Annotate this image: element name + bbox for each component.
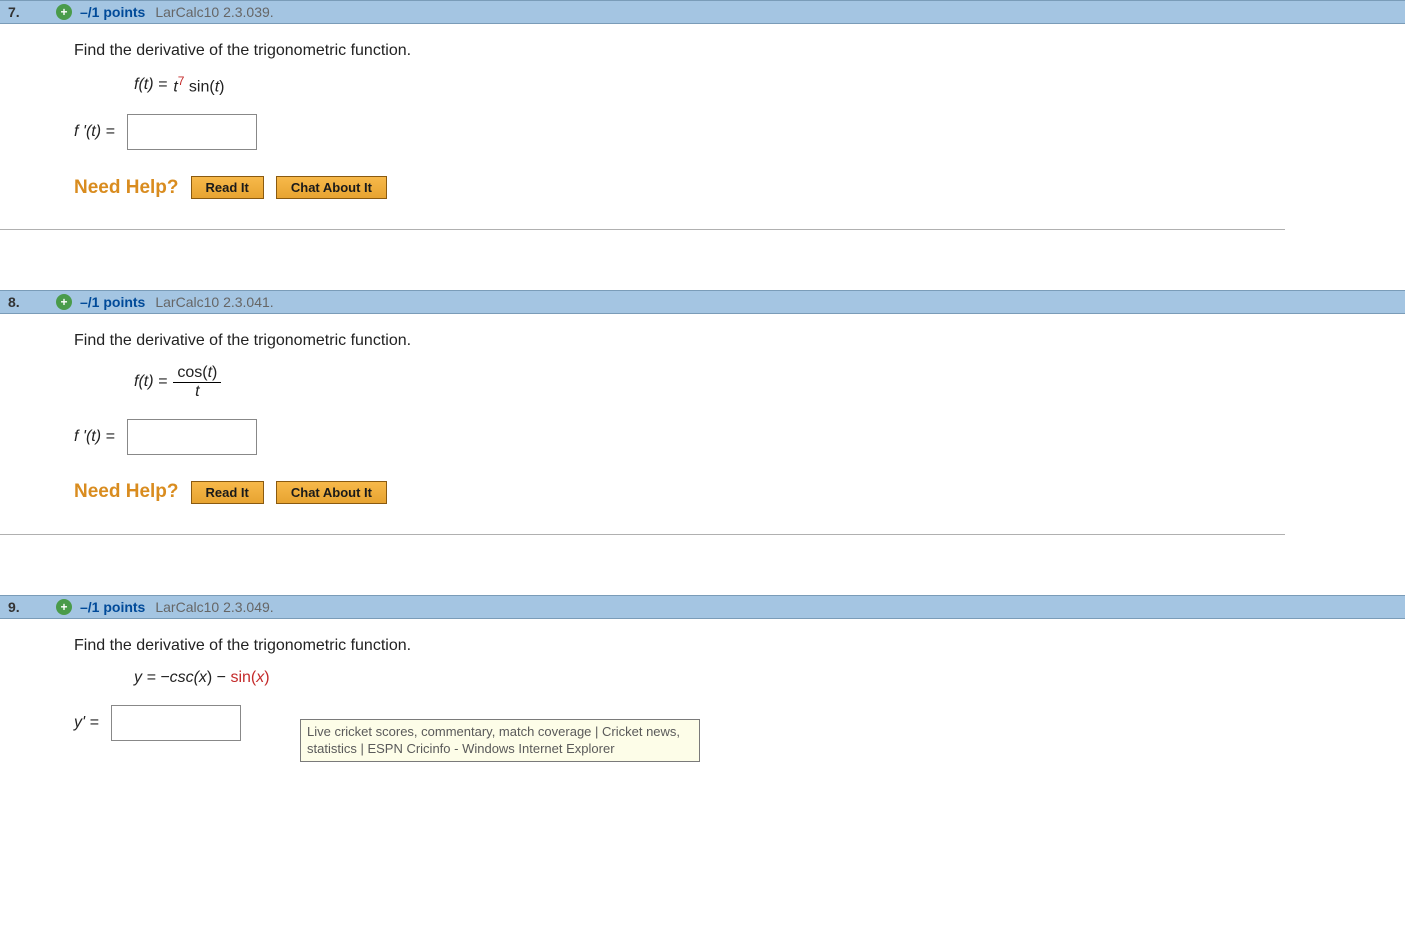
question-body-7: Find the derivative of the trigonometric… [0, 24, 1285, 230]
formula-display: f(t) = t7 sin(t) [134, 74, 1285, 96]
answer-input[interactable] [127, 419, 257, 455]
expand-icon[interactable]: + [56, 294, 72, 310]
question-header-8: 8. + –/1 points LarCalc10 2.3.041. [0, 290, 1405, 314]
formula-display: y = −csc(x) − sin(x) [134, 669, 1285, 687]
fraction: cos(t) t [173, 364, 221, 400]
fraction-denominator: t [191, 383, 203, 401]
points-label: –/1 points [80, 599, 145, 615]
question-header-7: 7. + –/1 points LarCalc10 2.3.039. [0, 0, 1405, 24]
answer-row: f '(t) = [74, 114, 1285, 150]
answer-input[interactable] [111, 705, 241, 741]
expand-icon[interactable]: + [56, 599, 72, 615]
answer-label: f '(t) = [74, 123, 115, 141]
formula-close: ) [219, 78, 224, 95]
reference-label[interactable]: LarCalc10 2.3.041. [155, 294, 273, 310]
formula-trig: sin( [184, 78, 214, 95]
formula-mid: ) − [207, 669, 231, 686]
formula-display: f(t) = cos(t) t [134, 364, 1285, 400]
question-number: 9. [8, 599, 32, 615]
answer-label: f '(t) = [74, 428, 115, 446]
question-body-9: Find the derivative of the trigonometric… [0, 619, 1285, 741]
expand-icon[interactable]: + [56, 4, 72, 20]
reference-label[interactable]: LarCalc10 2.3.039. [155, 4, 273, 20]
question-prompt: Find the derivative of the trigonometric… [74, 332, 1285, 350]
chat-about-it-button[interactable]: Chat About It [276, 481, 387, 504]
question-number: 8. [8, 294, 32, 310]
chat-about-it-button[interactable]: Chat About It [276, 176, 387, 199]
need-help-row: Need Help? Read It Chat About It [74, 176, 1285, 199]
answer-row: f '(t) = [74, 419, 1285, 455]
formula-pre: y = −csc( [134, 669, 199, 686]
answer-label: y' = [74, 714, 99, 732]
reference-label[interactable]: LarCalc10 2.3.049. [155, 599, 273, 615]
formula-lhs: f(t) = [134, 373, 167, 391]
question-prompt: Find the derivative of the trigonometric… [74, 42, 1285, 60]
points-label: –/1 points [80, 4, 145, 20]
read-it-button[interactable]: Read It [191, 481, 264, 504]
fraction-numerator: cos(t) [173, 364, 221, 383]
answer-input[interactable] [127, 114, 257, 150]
question-body-8: Find the derivative of the trigonometric… [0, 314, 1285, 534]
formula-red-close: ) [264, 669, 269, 686]
need-help-label: Need Help? [74, 177, 179, 199]
formula-lhs: f(t) = [134, 76, 167, 94]
formula-arg: x [199, 669, 207, 686]
need-help-row: Need Help? Read It Chat About It [74, 481, 1285, 504]
taskbar-tooltip: Live cricket scores, commentary, match c… [300, 719, 700, 762]
question-header-9: 9. + –/1 points LarCalc10 2.3.049. [0, 595, 1405, 619]
question-number: 7. [8, 4, 32, 20]
points-label: –/1 points [80, 294, 145, 310]
read-it-button[interactable]: Read It [191, 176, 264, 199]
formula-red: sin( [230, 669, 256, 686]
question-prompt: Find the derivative of the trigonometric… [74, 637, 1285, 655]
need-help-label: Need Help? [74, 481, 179, 503]
